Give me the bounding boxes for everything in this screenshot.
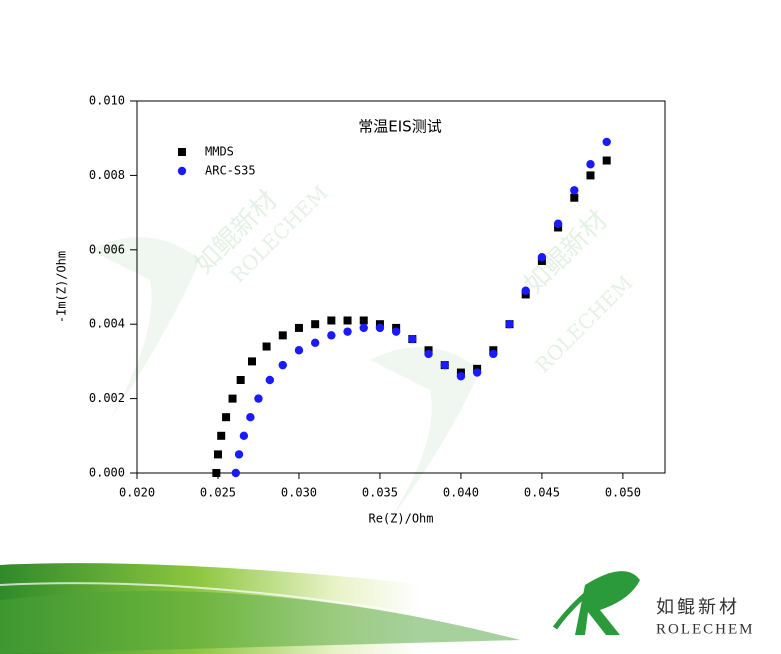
marker [262,342,271,351]
y-tick-label: 0.010 [89,94,125,108]
marker [278,360,287,370]
watermark-cn: 如鲲新材 [519,205,614,300]
marker [553,219,563,228]
marker [231,468,240,478]
marker [343,327,352,336]
marker [586,160,595,169]
marker [537,253,547,262]
marker [239,431,249,440]
marker [247,357,256,366]
marker [359,316,368,325]
marker [521,286,530,295]
x-tick-label: 0.045 [524,486,560,500]
marker [489,349,498,359]
marker [359,323,368,333]
y-tick-label: 0.004 [89,317,125,331]
y-tick-label: 0.002 [89,391,125,405]
logo-cn: 如鲲新材 [656,597,740,618]
x-tick-label: 0.035 [362,486,398,500]
marker [570,186,579,195]
y-tick-label: 0.006 [89,242,125,256]
chart-title: 常温EIS测试 [358,118,441,136]
marker [294,346,304,355]
marker [472,368,482,377]
x-tick-label: 0.025 [200,486,236,500]
marker [570,193,579,202]
marker [234,450,244,459]
marker [213,450,222,459]
marker [236,376,245,384]
y-tick-label: 0.000 [89,466,125,480]
marker [177,166,187,176]
marker [391,327,401,336]
y-axis-label: -Im(Z)/Ohm [55,251,69,323]
x-tick-label: 0.050 [605,486,641,500]
logo-en: ROLECHEM [656,621,755,637]
marker [327,331,336,340]
marker [265,375,275,385]
marker [327,316,336,325]
marker [311,320,320,329]
marker [217,431,226,440]
legend-label: ARC-S35 [205,164,256,178]
y-tick-label: 0.008 [89,168,125,182]
marker [212,469,221,477]
marker [602,156,611,165]
marker [408,334,417,344]
marker [178,148,186,156]
marker [254,394,263,403]
marker [246,413,255,422]
marker [505,320,514,329]
marker [586,171,595,180]
marker [424,349,433,359]
marker [375,323,385,333]
marker [602,137,611,147]
x-tick-label: 0.040 [443,486,479,500]
marker [278,331,287,340]
marker [440,360,449,370]
marker [228,394,237,403]
footer-banner: 如鲲新材 ROLECHEM [0,563,755,654]
x-tick-label: 0.030 [281,486,317,500]
legend: MMDS ARC-S35 [177,145,256,178]
marker [222,413,231,422]
marker [343,316,352,325]
x-axis-label: Re(Z)/Ohm [368,512,433,526]
plot-frame [136,100,666,474]
data-marks [212,137,611,478]
marker [456,372,466,381]
x-tick-label: 0.020 [119,486,155,500]
marker [310,338,320,347]
legend-label: MMDS [205,145,234,159]
marker [294,323,303,332]
